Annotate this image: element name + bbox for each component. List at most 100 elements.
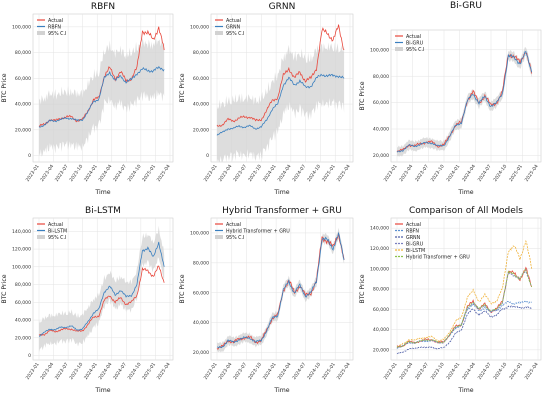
x-tick-label: 2025-01	[508, 164, 524, 183]
legend-entry: Actual	[226, 222, 241, 228]
series-line-bi-lstm	[38, 241, 165, 337]
legend-entry: GRNN	[226, 24, 241, 30]
x-tick-label: 2023-04	[398, 362, 414, 381]
x-tick-label: 2025-01	[141, 164, 157, 183]
y-tick-label: 20,000	[193, 127, 209, 133]
chart-panel-6: 20,000 40,000 60,000 80,000 100,000 120,000 14…	[359, 206, 542, 394]
legend-entry: 95% C.I	[226, 31, 244, 37]
legend-swatch	[215, 235, 223, 239]
x-tick-label: 2023-10	[68, 362, 84, 381]
x-tick-label: 2023-01	[25, 362, 41, 381]
y-tick-label: 60,000	[373, 307, 389, 313]
y-tick-label: 140,000	[370, 226, 389, 232]
confidence-band	[39, 37, 165, 157]
y-tick-label: 80,000	[193, 260, 209, 266]
y-tick-label: 60,000	[15, 76, 31, 82]
x-axis-label: Time	[457, 387, 473, 394]
x-tick-label: 2024-04	[277, 362, 293, 381]
x-axis-label: Time	[94, 387, 110, 394]
x-tick-label: 2024-01	[445, 362, 461, 381]
x-tick-label: 2025-04	[524, 164, 540, 183]
y-tick-label: 0	[206, 153, 209, 159]
legend-swatch	[395, 47, 403, 51]
y-tick-label: 80,000	[193, 50, 209, 56]
x-axis-label: Time	[273, 387, 289, 394]
x-tick-label: 2024-07	[477, 164, 493, 183]
confidence-band	[217, 227, 345, 353]
y-tick-label: 80,000	[15, 50, 31, 56]
x-tick-label: 2024-10	[492, 362, 508, 381]
y-tick-label: 20,000	[373, 347, 389, 353]
x-tick-label: 2025-04	[524, 362, 540, 381]
legend-entry: Hybrid Transformer + GRU	[406, 254, 470, 260]
legend-entry: Bi-GRU	[406, 241, 424, 247]
x-tick-label: 2024-07	[291, 362, 307, 381]
y-axis-label: BTC Price	[1, 274, 8, 303]
y-tick-label: 80,000	[373, 287, 389, 293]
x-tick-label: 2023-10	[430, 164, 446, 183]
x-tick-label: 2023-10	[247, 362, 263, 381]
y-tick-label: 100,000	[12, 264, 31, 270]
legend-entry: Actual	[48, 18, 63, 24]
chart-title: RBFN	[91, 2, 115, 12]
x-tick-label: 2024-04	[461, 362, 477, 381]
y-axis-label: BTC Price	[359, 274, 366, 303]
x-tick-label: 2023-01	[25, 164, 41, 183]
y-tick-label: 40,000	[373, 327, 389, 333]
x-axis-label: Time	[457, 189, 473, 196]
legend-entry: Bi-GRU	[406, 40, 424, 46]
y-axis-label: BTC Price	[1, 73, 8, 102]
x-tick-label: 2023-07	[414, 164, 430, 183]
x-tick-label: 2024-01	[262, 362, 278, 381]
chart-title: Bi-GRU	[450, 1, 482, 11]
y-tick-label: 100,000	[370, 47, 389, 53]
y-tick-label: 20,000	[193, 350, 209, 356]
x-tick-label: 2024-01	[83, 362, 99, 381]
x-tick-label: 2025-04	[336, 362, 352, 381]
legend-entry: GRNN	[406, 235, 421, 241]
x-tick-label: 2024-07	[112, 164, 128, 183]
x-tick-label: 2023-01	[203, 362, 219, 381]
series-line-rbfn	[38, 66, 165, 128]
legend-swatch	[215, 31, 223, 35]
legend-entry: 95% C.I	[48, 235, 66, 241]
x-tick-label: 2025-04	[156, 362, 172, 381]
chart-title: Comparison of All Models	[409, 206, 523, 216]
x-tick-label: 2023-07	[54, 164, 70, 183]
y-tick-label: 100,000	[190, 24, 209, 30]
chart-panel-4: 0 20,000 40,000 60,000 80,000 100,000 120,000 1…	[1, 206, 174, 394]
y-axis-label: BTC Price	[359, 81, 366, 110]
series-line-hybrid-transformer-gru	[396, 268, 533, 348]
chart-title: Hybrid Transformer + GRU	[222, 206, 342, 216]
x-tick-label: 2023-04	[39, 362, 55, 381]
confidence-band	[217, 42, 345, 162]
y-tick-label: 60,000	[193, 290, 209, 296]
y-tick-label: 20,000	[373, 153, 389, 159]
y-tick-label: 40,000	[15, 318, 31, 324]
y-tick-label: 120,000	[370, 246, 389, 252]
x-tick-label: 2025-01	[508, 362, 524, 381]
x-tick-label: 2025-04	[336, 164, 352, 183]
legend-swatch	[37, 31, 45, 35]
y-tick-label: 40,000	[15, 102, 31, 108]
x-tick-label: 2023-10	[247, 164, 263, 183]
x-tick-label: 2024-01	[83, 164, 99, 183]
series-line-actual	[38, 265, 165, 336]
y-tick-label: 100,000	[370, 266, 389, 272]
x-tick-label: 2025-04	[156, 164, 172, 183]
x-tick-label: 2023-07	[232, 362, 248, 381]
x-tick-label: 2024-07	[112, 362, 128, 381]
x-tick-label: 2023-04	[39, 164, 55, 183]
x-tick-label: 2023-07	[232, 164, 248, 183]
confidence-band	[39, 225, 165, 353]
legend-entry: RBFN	[406, 228, 419, 234]
y-tick-label: 60,000	[193, 76, 209, 82]
y-tick-label: 60,000	[373, 100, 389, 106]
series-line-bi-gru	[396, 51, 533, 153]
legend-entry: 95% C.I	[48, 31, 66, 37]
y-tick-label: 40,000	[193, 320, 209, 326]
x-tick-label: 2023-01	[383, 164, 399, 183]
legend-entry: 95% C.I	[226, 235, 244, 241]
